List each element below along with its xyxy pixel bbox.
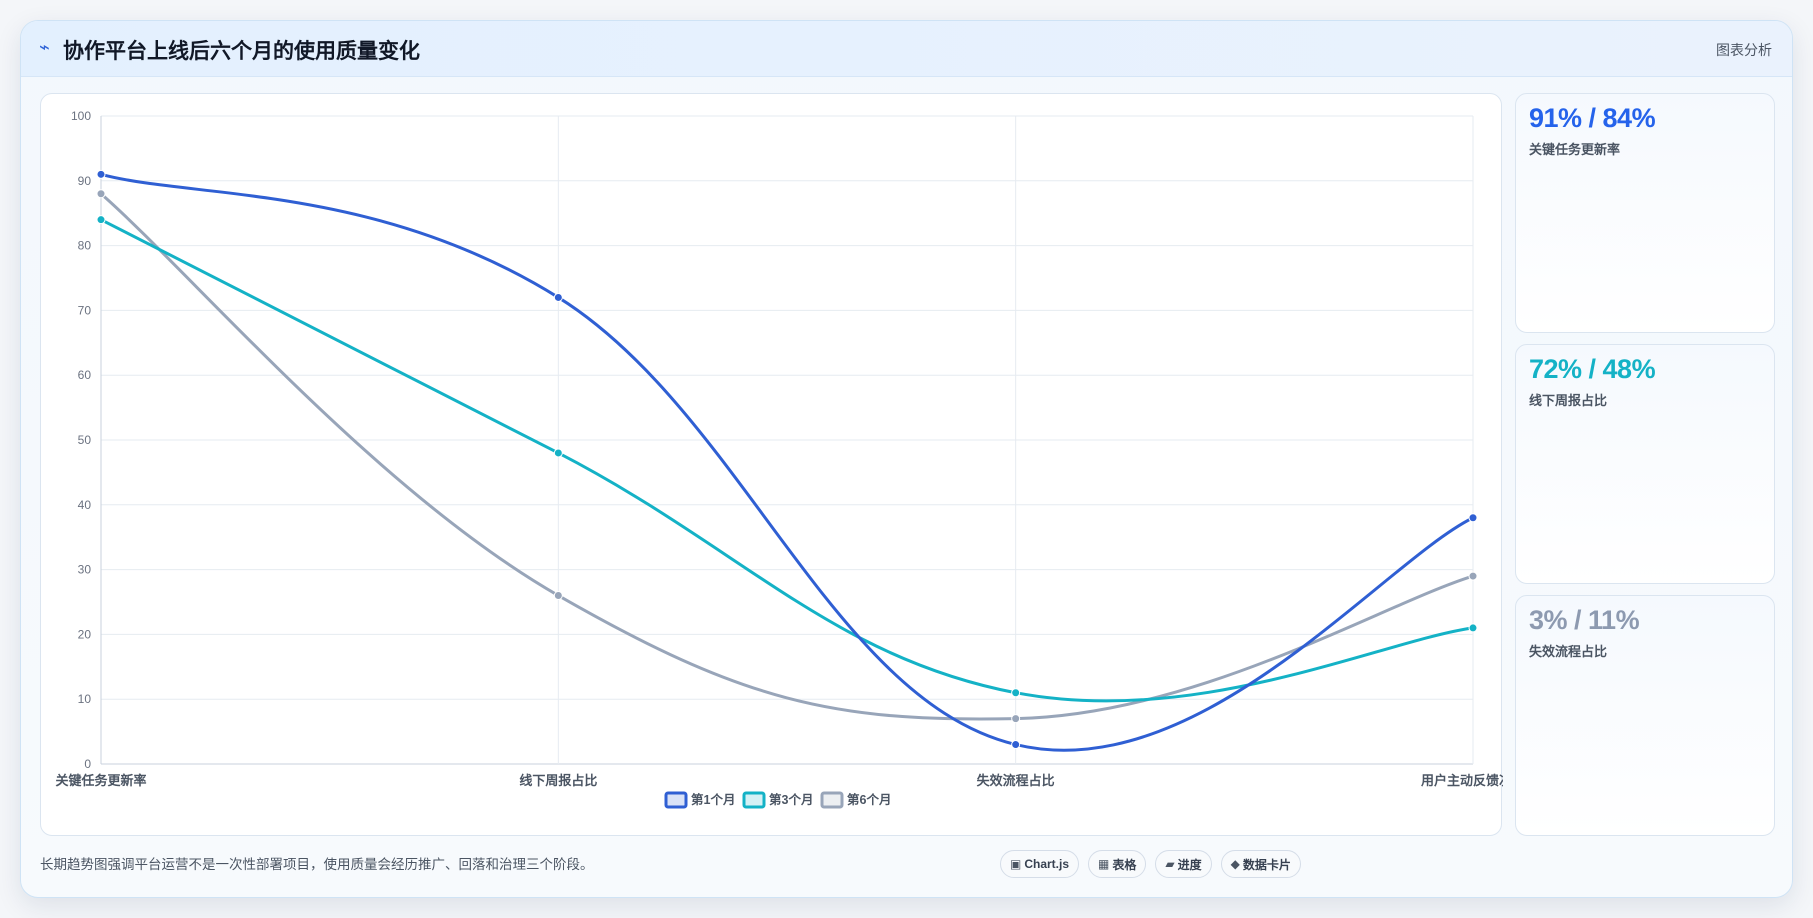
legend-swatch [820, 791, 844, 809]
table-icon: ▦ [1098, 857, 1110, 871]
data-point [96, 189, 106, 199]
stat-label: 失效流程占比 [1529, 644, 1608, 659]
data-point [553, 292, 563, 302]
legend-label: 第6个月 [847, 792, 891, 807]
stat-label: 线下周报占比 [1529, 393, 1608, 408]
pill-label: 数据卡片 [1242, 857, 1291, 872]
stat-label: 关键任务更新率 [1529, 142, 1621, 157]
series-line [99, 218, 1475, 703]
line-chart: 0 10 20 30 40 50 60 70 80 90 100 关键任务更新率 线下周报占比 失效流程占… [55, 109, 1503, 809]
pill-table[interactable]: ▦ 表格 [1088, 850, 1147, 878]
tag-pills: ▣ Chart.js ▦ 表格 ▰ 进度 ◆ 数据卡片 [1000, 850, 1301, 878]
x-tick-label: 线下周报占比 [519, 773, 597, 788]
chart-analysis-label: 图表分析 [1716, 42, 1772, 58]
data-point [1011, 714, 1021, 724]
data-point [1011, 688, 1021, 698]
y-tick-label: 20 [78, 627, 92, 641]
stat-value: 91% / 84% [1529, 103, 1656, 133]
chart-panel: ⌁ 协作平台上线后六个月的使用质量变化 图表分析 0 10 20 30 40 50 60 70… [20, 20, 1793, 898]
x-tick-label: 失效流程占比 [977, 773, 1055, 788]
legend-swatch [742, 791, 766, 809]
stat-card-failed-process: 3% / 11% 失效流程占比 [1515, 595, 1775, 836]
stat-value: 3% / 11% [1529, 605, 1640, 635]
y-tick-label: 0 [84, 757, 91, 771]
data-point [1011, 740, 1021, 750]
pill-progress[interactable]: ▰ 进度 [1155, 850, 1212, 878]
stat-card-update-rate: 91% / 84% 关键任务更新率 [1515, 93, 1775, 333]
series-line [99, 192, 1475, 721]
data-point [553, 591, 563, 601]
series-line [99, 172, 1475, 752]
line-chart-icon: ⌁ [39, 37, 50, 58]
y-tick-label: 80 [78, 239, 92, 253]
stat-value: 72% / 48% [1529, 354, 1656, 384]
panel-header: ⌁ 协作平台上线后六个月的使用质量变化 图表分析 [21, 21, 1792, 77]
y-tick-label: 30 [78, 563, 92, 577]
y-tick-label: 40 [78, 498, 92, 512]
pill-label: 表格 [1112, 857, 1137, 872]
y-tick-label: 10 [78, 692, 92, 706]
x-tick-label: 用户主动反馈次数 [1420, 773, 1503, 788]
legend-label: 第3个月 [769, 792, 813, 807]
pill-label: 进度 [1177, 857, 1202, 872]
y-tick-label: 100 [71, 109, 91, 123]
data-card-icon: ◆ [1230, 857, 1240, 871]
progress-icon: ▰ [1165, 857, 1175, 871]
data-point [1468, 571, 1478, 581]
y-tick-label: 60 [78, 368, 92, 382]
pill-data-card[interactable]: ◆ 数据卡片 [1220, 850, 1301, 878]
legend-label: 第1个月 [691, 792, 735, 807]
stat-card-offline-report: 72% / 48% 线下周报占比 [1515, 344, 1775, 584]
chart-card: 0 10 20 30 40 50 60 70 80 90 100 关键任务更新率 线下周报占比 失效流程占… [40, 93, 1503, 836]
data-point [96, 215, 106, 225]
x-tick-label: 关键任务更新率 [55, 773, 146, 788]
y-tick-label: 70 [78, 303, 92, 317]
pill-label: Chart.js [1024, 857, 1070, 871]
footer-note: 长期趋势图强调平台运营不是一次性部署项目，使用质量会经历推广、回落和治理三个阶段… [40, 857, 594, 872]
y-tick-label: 90 [78, 174, 92, 188]
data-point [96, 169, 106, 179]
data-point [1468, 623, 1478, 633]
data-point [553, 448, 563, 458]
data-point [1468, 513, 1478, 523]
legend-swatch [664, 791, 688, 809]
panel-title: 协作平台上线后六个月的使用质量变化 [63, 40, 420, 63]
y-tick-label: 50 [78, 433, 92, 447]
pill-chartjs[interactable]: ▣ Chart.js [1000, 850, 1080, 878]
chartjs-icon: ▣ [1010, 857, 1022, 871]
